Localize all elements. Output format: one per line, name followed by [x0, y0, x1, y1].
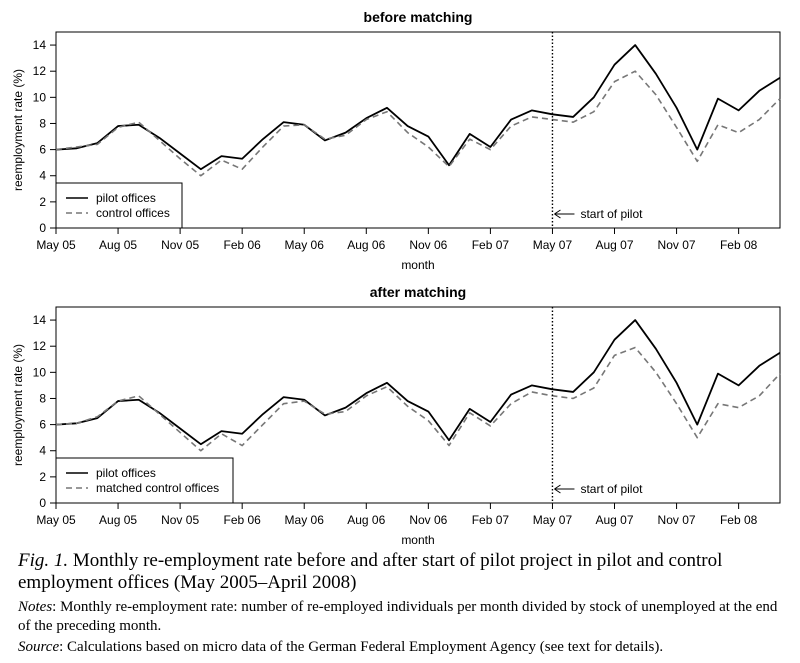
annotation-arrow-head [554, 484, 561, 494]
y-tick-label: 10 [33, 90, 47, 104]
series-line-control [55, 346, 781, 452]
notes-text: : Monthly re-employment rate: number of … [18, 599, 778, 634]
chart-panel-2: after matching 0 2 4 6 8 10 12 14 reemployment ra… [11, 284, 781, 547]
plot-frame [55, 31, 781, 229]
source-text: : Calculations based on micro data of th… [59, 639, 664, 655]
y-tick-label: 14 [33, 38, 47, 52]
y-tick-label: 6 [39, 418, 46, 432]
chart-svg: before matching 0 2 4 6 8 10 12 14 reemployment r… [11, 9, 781, 547]
x-tick-label: Nov 06 [409, 238, 447, 252]
x-tick-label: May 05 [36, 238, 76, 252]
x-tick-label: Aug 06 [347, 513, 385, 527]
series-line-control [55, 70, 781, 177]
x-tick-label: Nov 06 [409, 513, 447, 527]
y-tick-label: 0 [39, 496, 46, 510]
x-tick-label: Aug 07 [595, 513, 633, 527]
chart-title: after matching [370, 284, 466, 300]
x-tick-label: May 07 [533, 513, 573, 527]
x-axis-label: month [401, 258, 434, 272]
legend-entry: control offices [96, 206, 170, 220]
y-tick-label: 14 [33, 313, 47, 327]
y-tick-label: 0 [39, 221, 46, 235]
x-tick-label: Nov 05 [161, 513, 199, 527]
chart-panel-1: before matching 0 2 4 6 8 10 12 14 reemployment r… [11, 9, 781, 272]
legend-entry: pilot offices [96, 466, 156, 480]
figure: before matching 0 2 4 6 8 10 12 14 reemployment r… [11, 9, 781, 547]
annotation-arrow-head [554, 209, 561, 219]
x-tick-label: Aug 05 [99, 513, 137, 527]
x-tick-label: Aug 05 [99, 238, 137, 252]
x-tick-label: May 05 [36, 513, 76, 527]
x-tick-label: Nov 07 [658, 238, 696, 252]
x-tick-label: Feb 08 [720, 513, 758, 527]
legend-box [55, 182, 183, 229]
figure-notes: Notes: Monthly re-employment rate: numbe… [18, 598, 788, 636]
x-axis-label: month [401, 533, 434, 547]
y-axis-label: reemployment rate (%) [11, 69, 25, 191]
caption-text: Monthly re-employment rate before and af… [18, 550, 723, 593]
x-tick-label: Nov 07 [658, 513, 696, 527]
series-line-pilot [55, 319, 781, 446]
x-tick-label: Feb 06 [223, 238, 261, 252]
annotation-label: start of pilot [580, 207, 643, 221]
y-tick-label: 4 [39, 169, 46, 183]
x-tick-label: Nov 05 [161, 238, 199, 252]
y-tick-label: 2 [39, 195, 46, 209]
y-tick-label: 12 [33, 339, 47, 353]
chart-title: before matching [364, 9, 473, 25]
x-tick-label: Aug 07 [595, 238, 633, 252]
y-axis-label: reemployment rate (%) [11, 344, 25, 466]
legend-box [55, 457, 234, 504]
y-tick-label: 4 [39, 444, 46, 458]
source-label: Source [18, 639, 60, 655]
legend-entry: matched control offices [96, 481, 219, 495]
figure-label: Fig. 1. [18, 550, 69, 571]
x-tick-label: Aug 06 [347, 238, 385, 252]
figure-caption: Fig. 1. Monthly re-employment rate befor… [18, 550, 788, 594]
plot-frame [55, 306, 781, 504]
annotation-label: start of pilot [580, 482, 643, 496]
legend-entry: pilot offices [96, 191, 156, 205]
x-tick-label: May 07 [533, 238, 573, 252]
figure-source: Source: Calculations based on micro data… [18, 638, 788, 657]
x-tick-label: May 06 [285, 238, 325, 252]
notes-label: Notes [18, 599, 53, 615]
y-tick-label: 6 [39, 143, 46, 157]
x-tick-label: Feb 07 [472, 513, 510, 527]
y-tick-label: 10 [33, 365, 47, 379]
x-tick-label: Feb 07 [472, 238, 510, 252]
y-tick-label: 2 [39, 470, 46, 484]
x-tick-label: May 06 [285, 513, 325, 527]
y-tick-label: 8 [39, 391, 46, 405]
y-tick-label: 12 [33, 64, 47, 78]
series-line-pilot [55, 44, 781, 171]
x-tick-label: Feb 06 [223, 513, 261, 527]
x-tick-label: Feb 08 [720, 238, 758, 252]
y-tick-label: 8 [39, 116, 46, 130]
